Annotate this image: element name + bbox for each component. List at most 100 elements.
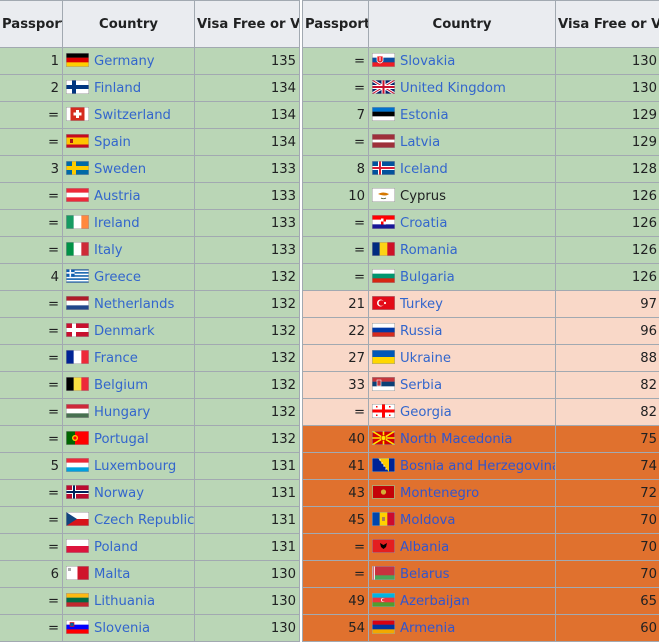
country-link[interactable]: Ukraine: [400, 351, 451, 366]
country-link[interactable]: France: [94, 351, 138, 366]
visa-count-cell: 131: [194, 479, 300, 507]
table-row: 3 Sweden 133: [0, 155, 300, 183]
france-flag-icon: [66, 350, 89, 364]
country-link[interactable]: Slovakia: [400, 54, 456, 69]
slovakia-flag-icon: [372, 53, 395, 67]
country-link[interactable]: Armenia: [400, 621, 456, 636]
visa-count-cell: 65: [555, 587, 659, 615]
rank-header[interactable]: Passport Rank: [0, 0, 63, 48]
iceland-flag-icon: [372, 161, 395, 175]
country-link[interactable]: Montenegro: [400, 486, 480, 501]
table-row: = Norway 131: [0, 479, 300, 507]
visa-header[interactable]: Visa Free or Visa on Arrival: [555, 0, 659, 48]
country-link[interactable]: Switzerland: [94, 108, 171, 123]
table-row: = Latvia 129: [302, 128, 659, 156]
country-link[interactable]: Iceland: [400, 162, 448, 177]
country-link[interactable]: Spain: [94, 135, 131, 150]
montenegro-flag-icon: [372, 485, 395, 499]
country-link[interactable]: Albania: [400, 540, 450, 555]
country-link[interactable]: Czech Republic: [94, 513, 195, 528]
table-row: 7 Estonia 129: [302, 101, 659, 129]
country-link[interactable]: Ireland: [94, 216, 140, 231]
country-link[interactable]: Turkey: [400, 297, 443, 312]
rank-cell: =: [302, 209, 369, 237]
country-cell: Latvia: [368, 128, 556, 156]
table-row: = Ireland 133: [0, 209, 300, 237]
sweden-flag-icon: [66, 161, 89, 175]
country-link[interactable]: Slovenia: [94, 621, 151, 636]
visa-count-cell: 130: [555, 47, 659, 75]
country-link[interactable]: Estonia: [400, 108, 449, 123]
country-link[interactable]: Netherlands: [94, 297, 175, 312]
country-link[interactable]: Finland: [94, 81, 142, 96]
country-cell: France: [62, 344, 195, 372]
country-link[interactable]: Greece: [94, 270, 141, 285]
country-header[interactable]: Country: [368, 0, 556, 48]
rank-cell: =: [0, 317, 63, 345]
country-link[interactable]: Russia: [400, 324, 443, 339]
visa-count-cell: 133: [194, 209, 300, 237]
country-link[interactable]: Luxembourg: [94, 459, 177, 474]
rank-cell: 22: [302, 317, 369, 345]
country-link[interactable]: Moldova: [400, 513, 456, 528]
country-link[interactable]: Romania: [400, 243, 458, 258]
country-link[interactable]: Latvia: [400, 135, 441, 150]
rank-cell: =: [0, 425, 63, 453]
rank-cell: =: [0, 398, 63, 426]
country-link[interactable]: Azerbaijan: [400, 594, 470, 609]
visa-table-right: Passport Rank Country Visa Free or Visa …: [302, 0, 659, 642]
country-cell: Switzerland: [62, 101, 195, 129]
visa-header[interactable]: Visa Free or Visa on Arrival: [194, 0, 300, 48]
country-link[interactable]: Italy: [94, 243, 123, 258]
visa-count-cell: 88: [555, 344, 659, 372]
country-link[interactable]: Lithuania: [94, 594, 156, 609]
country-link[interactable]: Sweden: [94, 162, 147, 177]
country-link[interactable]: Poland: [94, 540, 139, 555]
country-link[interactable]: Belarus: [400, 567, 450, 582]
country-link[interactable]: Malta: [94, 567, 131, 582]
rank-cell: 7: [302, 101, 369, 129]
rank-cell: =: [302, 74, 369, 102]
table-row: = United Kingdom 130: [302, 74, 659, 102]
country-link[interactable]: North Macedonia: [400, 432, 513, 447]
country-link[interactable]: Denmark: [94, 324, 155, 339]
country-cell: Czech Republic: [62, 506, 195, 534]
country-link[interactable]: Norway: [94, 486, 145, 501]
rank-cell: 49: [302, 587, 369, 615]
visa-count-cell: 132: [194, 290, 300, 318]
country-cell: Slovakia: [368, 47, 556, 75]
country-link[interactable]: Germany: [94, 54, 155, 69]
table-row: 41 Bosnia and Herzegovina 74: [302, 452, 659, 480]
table-row: 10 Cyprus 126: [302, 182, 659, 210]
table-row: = Bulgaria 126: [302, 263, 659, 291]
country-link[interactable]: Portugal: [94, 432, 149, 447]
country-link[interactable]: Bosnia and Herzegovina: [400, 459, 556, 474]
country-link[interactable]: Serbia: [400, 378, 443, 393]
slovenia-flag-icon: [66, 620, 89, 634]
table-row: = Hungary 132: [0, 398, 300, 426]
georgia-flag-icon: [372, 404, 395, 418]
rank-cell: 5: [0, 452, 63, 480]
rank-cell: 21: [302, 290, 369, 318]
malta-flag-icon: [66, 566, 89, 580]
rank-cell: =: [302, 398, 369, 426]
country-link[interactable]: Georgia: [400, 405, 452, 420]
country-link[interactable]: Belgium: [94, 378, 149, 393]
visa-count-cell: 75: [555, 425, 659, 453]
country-link[interactable]: Croatia: [400, 216, 448, 231]
table-row: = Denmark 132: [0, 317, 300, 345]
country-header[interactable]: Country: [62, 0, 195, 48]
country-link[interactable]: Hungary: [94, 405, 151, 420]
germany-flag-icon: [66, 53, 89, 67]
table-row: = Netherlands 132: [0, 290, 300, 318]
visa-count-cell: 134: [194, 101, 300, 129]
country-cell: Estonia: [368, 101, 556, 129]
visa-count-cell: 132: [194, 371, 300, 399]
country-link[interactable]: Austria: [94, 189, 141, 204]
country-link[interactable]: United Kingdom: [400, 81, 506, 96]
rank-cell: =: [302, 263, 369, 291]
rank-header[interactable]: Passport Rank: [302, 0, 369, 48]
azerbaijan-flag-icon: [372, 593, 395, 607]
country-link[interactable]: Bulgaria: [400, 270, 455, 285]
country-cell: Germany: [62, 47, 195, 75]
